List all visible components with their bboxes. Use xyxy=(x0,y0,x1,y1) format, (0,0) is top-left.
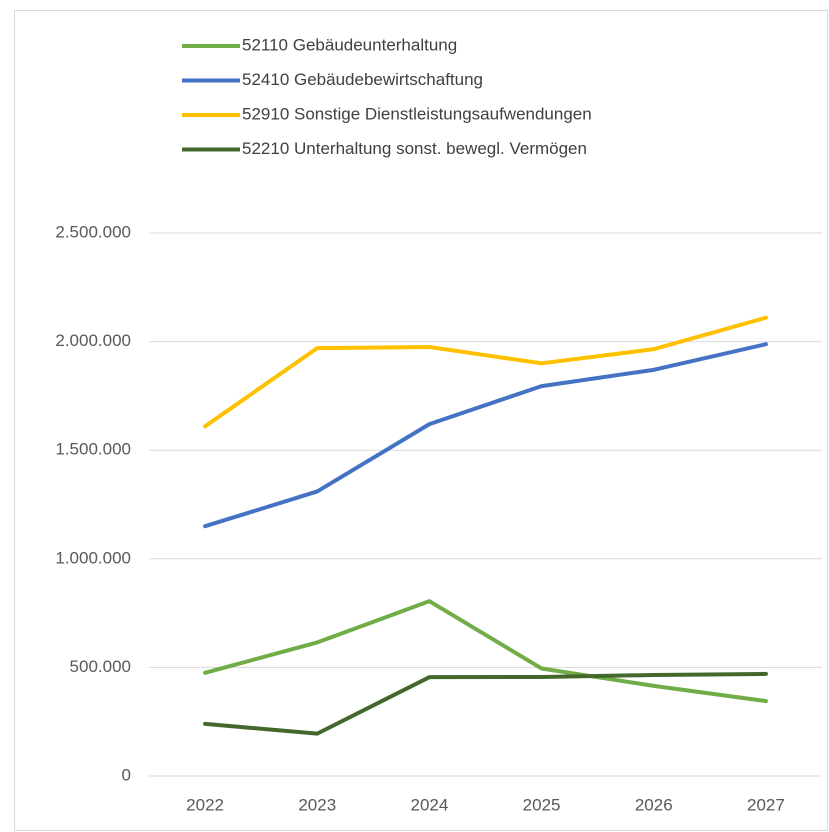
series-line xyxy=(203,599,768,704)
x-tick-label: 2023 xyxy=(298,795,336,814)
legend-label: 52210 Unterhaltung sonst. bewegl. Vermög… xyxy=(242,139,587,158)
x-tick-label: 2027 xyxy=(747,795,785,814)
y-tick-label: 2.000.000 xyxy=(55,331,131,350)
x-tick-label: 2024 xyxy=(411,795,449,814)
legend-label: 52910 Sonstige Dienstleistungsaufwendung… xyxy=(242,104,592,123)
chart-border xyxy=(14,10,828,831)
y-tick-label: 1.000.000 xyxy=(55,548,131,567)
x-tick-label: 2022 xyxy=(186,795,224,814)
y-tick-label: 0 xyxy=(122,765,131,784)
series-line xyxy=(203,315,768,429)
y-tick-label: 2.500.000 xyxy=(55,222,131,241)
legend-label: 52110 Gebäudeunterhaltung xyxy=(242,35,457,54)
x-tick-label: 2026 xyxy=(635,795,673,814)
x-tick-label: 2025 xyxy=(523,795,561,814)
y-tick-label: 500.000 xyxy=(70,657,131,676)
series-line xyxy=(203,342,768,529)
y-tick-label: 1.500.000 xyxy=(55,440,131,459)
series-line xyxy=(203,671,768,736)
legend-label: 52410 Gebäudebewirtschaftung xyxy=(242,70,483,89)
